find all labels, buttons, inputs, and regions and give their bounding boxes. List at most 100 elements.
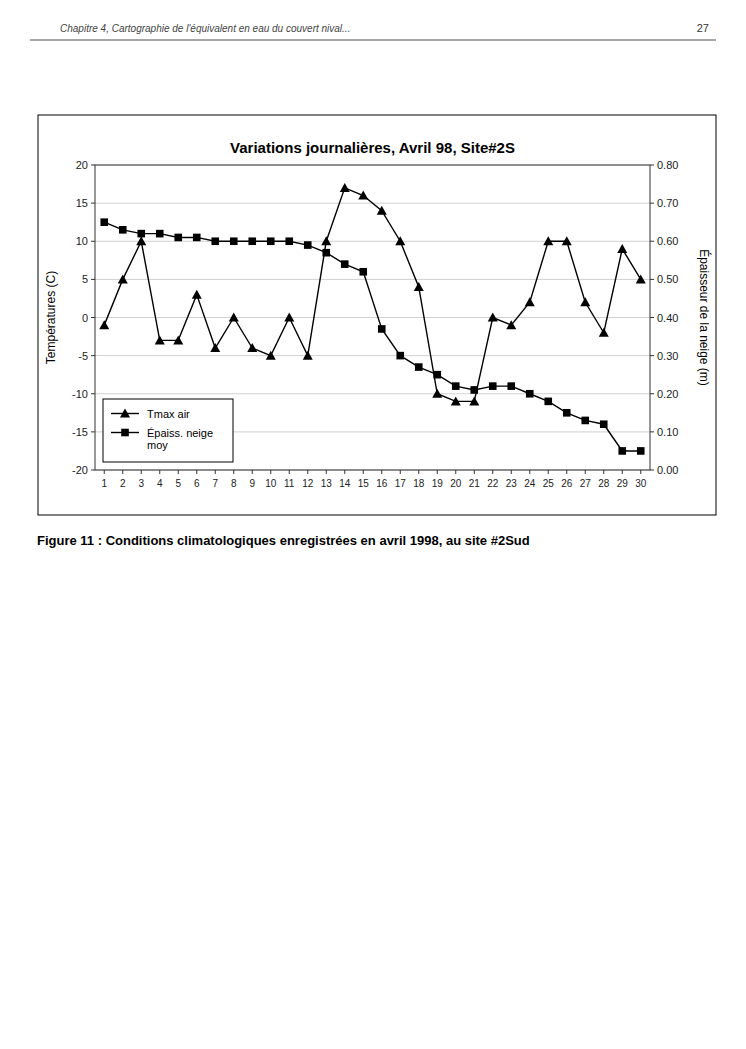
data-point [581, 417, 589, 425]
x-tick [474, 470, 475, 474]
caption: Figure 11 : Conditions climatologiques e… [37, 533, 530, 548]
y-tick [91, 393, 95, 394]
grid-line [95, 279, 650, 280]
data-point [173, 335, 183, 344]
x-tick [640, 470, 641, 474]
y2-tick-label: 0.80 [657, 159, 678, 171]
data-point [452, 382, 460, 390]
data-point [600, 420, 608, 428]
plot-frame [95, 165, 650, 470]
y-tick-label: 10 [76, 235, 88, 247]
y-tick-label: 15 [76, 197, 88, 209]
x-tick-label: 7 [212, 478, 218, 489]
data-point [599, 328, 609, 337]
y2-tick [650, 470, 654, 471]
data-point [266, 351, 276, 360]
x-tick-label: 6 [194, 478, 200, 489]
data-point [174, 234, 182, 242]
x-tick-label: 14 [339, 478, 351, 489]
y2-tick-label: 0.00 [657, 464, 678, 476]
data-point [248, 237, 256, 245]
y2-tick-label: 0.60 [657, 235, 678, 247]
data-point [451, 396, 461, 405]
data-point [433, 371, 441, 379]
x-tick-label: 12 [302, 478, 314, 489]
y2-tick [650, 317, 654, 318]
data-point [506, 320, 516, 329]
x-tick-label: 9 [249, 478, 255, 489]
grid-line [95, 355, 650, 356]
data-point [563, 409, 571, 417]
x-tick [381, 470, 382, 474]
y2-tick [650, 203, 654, 204]
y-tick [91, 355, 95, 356]
page: Chapitre 4, Cartographie de l'équivalent… [0, 0, 746, 1049]
plot-data [99, 183, 646, 455]
data-point [193, 234, 201, 242]
x-tick-label: 10 [265, 478, 277, 489]
x-tick [566, 470, 567, 474]
data-point [377, 206, 387, 215]
y2-tick [650, 393, 654, 394]
y2-tick [650, 165, 654, 166]
data-point [321, 236, 331, 245]
x-tick [122, 470, 123, 474]
x-tick-label: 29 [617, 478, 629, 489]
y2-tick [650, 241, 654, 242]
y2-axis-label: Épaisseur de la neige (m) [697, 249, 712, 386]
y2-tick-label: 0.10 [657, 426, 678, 438]
x-tick-label: 24 [524, 478, 536, 489]
data-point [469, 396, 479, 405]
x-tick [196, 470, 197, 474]
x-tick [400, 470, 401, 474]
data-point [507, 382, 515, 390]
data-point [395, 236, 405, 245]
x-tick-label: 20 [450, 478, 462, 489]
axes: -20-15-10-5051015200.000.100.200.300.400… [72, 159, 678, 489]
x-tick [492, 470, 493, 474]
data-point [303, 351, 313, 360]
x-tick [455, 470, 456, 474]
x-tick-label: 8 [231, 478, 237, 489]
y2-tick [650, 279, 654, 280]
panel-border [38, 115, 716, 515]
y-tick [91, 279, 95, 280]
y2-tick [650, 431, 654, 432]
data-point [156, 230, 164, 238]
x-tick [363, 470, 364, 474]
data-point [580, 297, 590, 306]
legend-marker [120, 409, 130, 418]
legend-box [103, 399, 233, 462]
data-point [118, 274, 128, 283]
x-tick-label: 11 [284, 478, 295, 489]
x-tick-label: 1 [101, 478, 107, 489]
data-point [192, 290, 202, 299]
data-point [285, 237, 293, 245]
data-point [136, 236, 146, 245]
x-tick-label: 22 [487, 478, 499, 489]
data-point [525, 297, 535, 306]
data-point [526, 390, 534, 398]
x-tick [344, 470, 345, 474]
x-tick-label: 13 [321, 478, 333, 489]
x-tick-label: 17 [395, 478, 407, 489]
x-tick [215, 470, 216, 474]
grid-line [95, 317, 650, 318]
grid-line [95, 393, 650, 394]
y-tick-label: 20 [76, 159, 88, 171]
y-tick [91, 431, 95, 432]
y-tick-label: 0 [82, 312, 88, 324]
x-tick-label: 25 [543, 478, 555, 489]
y2-tick-label: 0.70 [657, 197, 678, 209]
x-tick-label: 16 [376, 478, 388, 489]
data-point [304, 241, 312, 249]
text-line: Épaiss. neige [147, 427, 213, 439]
y2-tick-label: 0.20 [657, 388, 678, 400]
data-point [99, 320, 109, 329]
x-tick [548, 470, 549, 474]
x-tick-label: 28 [598, 478, 610, 489]
x-tick [326, 470, 327, 474]
y-tick-label: -15 [72, 426, 88, 438]
data-point [267, 237, 275, 245]
data-point [137, 230, 145, 238]
